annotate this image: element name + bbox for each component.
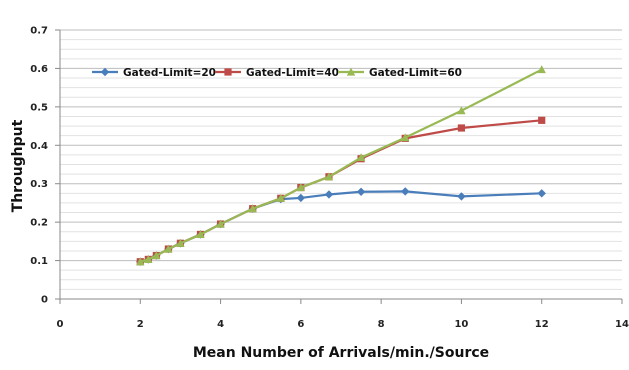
data-point (216, 219, 225, 228)
y-axis-title: Throughput (10, 119, 26, 212)
legend: Gated-Limit=20 Gated-Limit=40 Gated-Limit=… (92, 67, 462, 79)
y-tick-label: 0.7 (30, 26, 48, 37)
y-tick-label: 0.4 (30, 141, 48, 152)
data-point (457, 124, 466, 132)
legend-entry: Gated-Limit=20 (92, 67, 216, 79)
data-point (296, 193, 306, 203)
y-tick-label: 0 (41, 295, 48, 306)
y-tick-label: 0.2 (30, 218, 48, 229)
data-point (196, 230, 205, 239)
data-point (324, 172, 334, 181)
y-tick-label: 0.1 (30, 256, 48, 267)
data-point (296, 183, 306, 192)
axes-layer (59, 30, 622, 300)
data-point (401, 187, 410, 196)
data-point (538, 116, 546, 124)
data-point (356, 187, 366, 196)
data-point (276, 193, 285, 202)
data-point (164, 244, 173, 253)
x-tick-label: 8 (378, 319, 385, 330)
x-axis-title: Mean Number of Arrivals/min./Source (193, 345, 489, 361)
x-tick-label: 0 (57, 319, 64, 330)
legend-label: Gated-Limit=20 (123, 67, 216, 79)
ticks-layer: 0 0.1 0.2 0.3 0.4 0.5 0.6 0.7 0 2 4 6 8 10 12 14 (30, 26, 629, 331)
series-layer (136, 65, 546, 266)
y-tick-label: 0.5 (30, 102, 48, 113)
legend-swatch-marker (346, 67, 356, 76)
data-point (457, 192, 466, 201)
legend-entry: Gated-Limit=40 (215, 67, 339, 79)
legend-entry: Gated-Limit=60 (338, 67, 462, 79)
legend-label: Gated-Limit=60 (369, 67, 462, 79)
data-point (144, 255, 153, 264)
x-tick-label: 2 (137, 319, 144, 330)
data-point (401, 133, 410, 142)
x-tick-label: 6 (297, 319, 304, 330)
series-3 (136, 65, 546, 266)
data-point (248, 204, 257, 213)
x-tick-label: 10 (454, 319, 468, 330)
y-tick-label: 0.6 (30, 64, 48, 75)
x-tick-label: 4 (217, 319, 224, 330)
data-point (537, 189, 546, 198)
data-point (356, 153, 366, 162)
legend-swatch-marker (100, 67, 110, 77)
data-point (324, 190, 334, 199)
x-tick-label: 12 (535, 319, 549, 330)
y-tick-label: 0.3 (30, 179, 48, 190)
data-point (537, 65, 546, 74)
x-tick-label: 14 (615, 319, 629, 330)
legend-label: Gated-Limit=40 (246, 67, 339, 79)
data-point (176, 238, 185, 247)
data-point (457, 106, 466, 115)
data-point (152, 251, 161, 260)
legend-swatch-marker (224, 68, 232, 76)
data-point (136, 257, 145, 266)
